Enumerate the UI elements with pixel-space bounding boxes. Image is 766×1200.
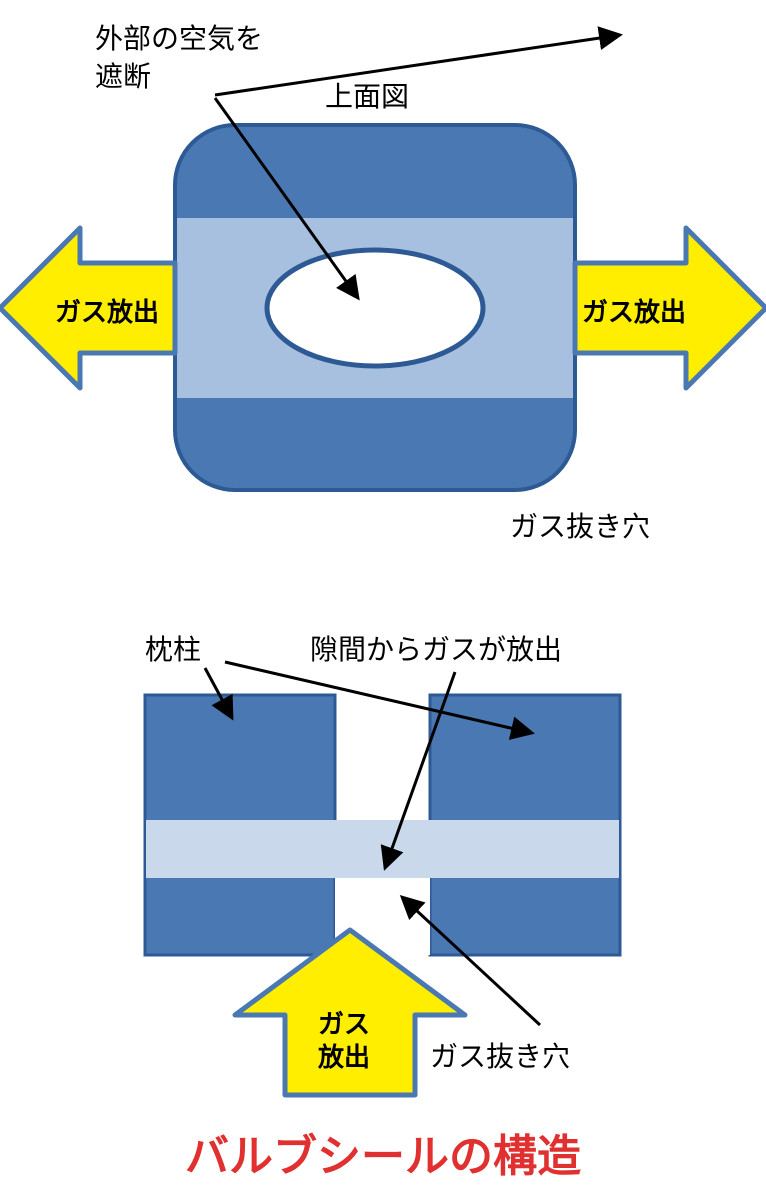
label-pillar: 枕柱 [145, 628, 201, 668]
label-gas-hole-bottom: ガス抜き穴 [430, 1035, 570, 1075]
cross-band-right [430, 820, 619, 878]
diagram-title: バルブシールの構造 [0, 1120, 766, 1184]
bottom-diagram [0, 0, 766, 1200]
gap-band [335, 820, 430, 878]
label-gap-release: 隙間からガスが放出 [310, 628, 562, 668]
label-gas-release-up: ガス 放出 [318, 1008, 370, 1073]
cross-band-left [146, 820, 335, 878]
